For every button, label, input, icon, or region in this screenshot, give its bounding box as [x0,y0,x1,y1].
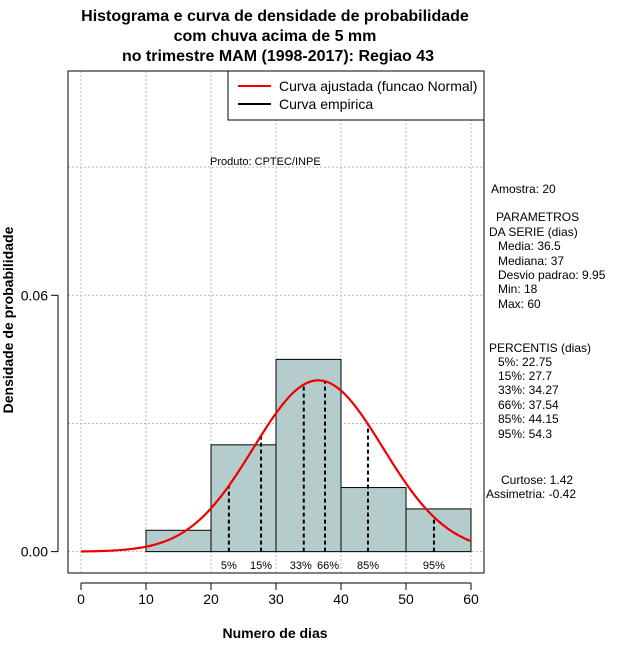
x-tick-label: 0 [77,591,85,607]
histogram-bar [405,508,472,553]
stat-std-dev: Desvio padrao: 9.95 [498,268,606,282]
histogram-bar [275,358,342,553]
percentile-label: 33% [290,560,312,572]
x-tick-label: 40 [333,591,349,607]
percentile-label: 5% [221,560,237,572]
x-tick-label: 30 [268,591,284,607]
stat-p15: 15%: 27.7 [498,369,552,383]
stat-min: Min: 18 [498,282,538,296]
stat-p85: 85%: 44.15 [498,412,559,426]
stat-percentiles-title: PERCENTIS (dias) [489,341,591,355]
y-axis-label: Densidade de probabilidade [0,226,16,413]
stat-max: Max: 60 [498,297,541,311]
stat-p33: 33%: 34.27 [498,383,559,397]
stat-skewness: Assimetria: -0.42 [486,487,576,501]
histogram-bar [340,487,407,553]
x-tick-label: 60 [463,591,479,607]
stat-mean: Media: 36.5 [498,239,561,253]
stat-median: Mediana: 37 [498,254,564,268]
x-tick-label: 10 [138,591,154,607]
y-tick-label: 0.06 [21,287,48,303]
stat-p66: 66%: 37.54 [498,398,559,412]
chart-title-line-2: com chuva acima de 5 mm [174,28,377,45]
x-tick-label: 20 [203,591,219,607]
normal-curve-path [80,379,472,553]
product-annotation: Produto: CPTEC/INPE [210,156,321,168]
stat-kurtosis: Curtose: 1.42 [501,473,573,487]
normal-curve [80,379,472,553]
percentile-label: 85% [357,560,379,572]
legend-box [227,70,485,121]
chart-title-line-1: Histograma e curva de densidade de proba… [81,8,469,25]
stat-p5: 5%: 22.75 [498,355,552,369]
x-axis: 0 10 20 30 40 50 60 [77,582,479,607]
stat-params-title-2: DA SERIE (dias) [489,225,578,239]
histogram-bar [145,529,212,553]
x-axis-label: Numero de dias [222,625,327,641]
percentile-label: 15% [250,560,272,572]
histogram-bars [145,358,472,553]
stat-params-title-1: PARAMETROS [496,210,579,224]
percentile-lines: 5% 15% 33% 66% 85% 95% [221,381,445,572]
legend-label-empirical: Curva empirica [279,96,373,112]
chart-title-line-3: no trimestre MAM (1998-2017): Regiao 43 [122,48,434,65]
stat-p95: 95%: 54.3 [498,427,552,441]
percentile-label: 66% [317,560,339,572]
legend-label-normal: Curva ajustada (funcao Normal) [279,78,477,94]
statistics-panel: Amostra: 20 PARAMETROS DA SERIE (dias) M… [486,182,606,501]
y-tick-label: 0.00 [21,544,48,560]
stat-sample: Amostra: 20 [491,182,556,196]
y-axis: 0.00 0.06 [21,287,59,560]
x-tick-label: 50 [398,591,414,607]
legend: Curva ajustada (funcao Normal) Curva emp… [227,70,485,121]
percentile-label: 95% [423,560,445,572]
